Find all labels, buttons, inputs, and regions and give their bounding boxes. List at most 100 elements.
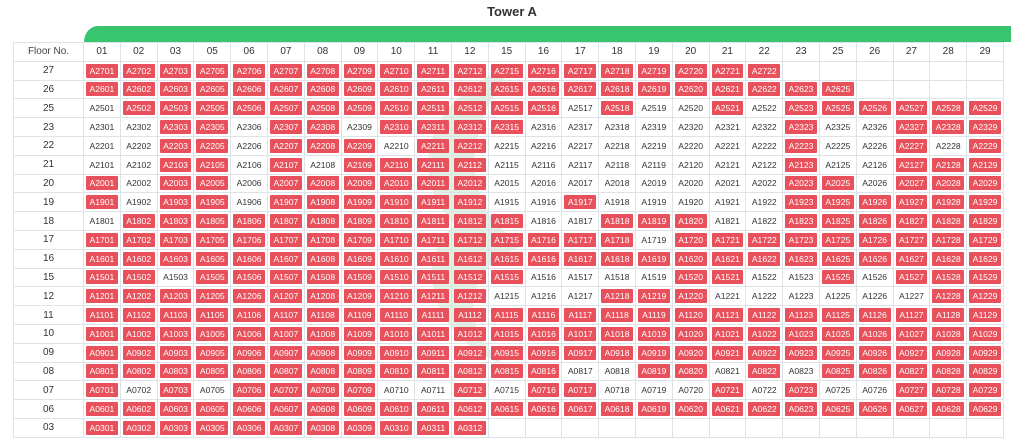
unit-sold[interactable]: A1710	[380, 232, 413, 247]
unit-cell[interactable]: A0616	[524, 399, 563, 419]
unit-cell[interactable]: A2119	[634, 154, 673, 175]
unit-sold[interactable]: A2619	[637, 82, 670, 97]
unit-cell[interactable]: A0811	[414, 361, 452, 382]
unit-cell[interactable]: A0818	[598, 361, 636, 382]
unit-sold[interactable]: A2329	[969, 120, 1001, 135]
unit-available[interactable]: A0710	[383, 385, 409, 396]
unit-cell[interactable]: A2717	[561, 60, 600, 81]
unit-cell[interactable]: A0805	[193, 361, 232, 382]
unit-cell[interactable]: A2008	[303, 173, 342, 194]
unit-cell[interactable]: A1916	[524, 192, 563, 213]
unit-cell[interactable]: A1726	[855, 229, 894, 250]
unit-cell[interactable]: A0923	[782, 342, 820, 363]
unit-cell[interactable]: A0826	[855, 361, 894, 382]
unit-cell[interactable]: A0302	[119, 417, 158, 438]
unit-available[interactable]: A1503	[163, 272, 188, 283]
unit-cell[interactable]: A2028	[929, 173, 968, 194]
unit-sold[interactable]: A0601	[86, 402, 118, 417]
unit-sold[interactable]: A0615	[490, 402, 523, 417]
unit-sold[interactable]: A2516	[527, 101, 560, 116]
unit-available[interactable]: A2122	[751, 159, 777, 170]
unit-sold[interactable]: A0717	[564, 383, 597, 398]
unit-cell[interactable]: A0717	[561, 380, 600, 401]
unit-cell[interactable]: A1603	[156, 248, 195, 269]
unit-cell[interactable]: A1211	[414, 286, 452, 307]
unit-cell[interactable]: A1921	[708, 192, 747, 213]
unit-cell[interactable]: A1815	[487, 211, 526, 231]
unit-cell[interactable]: A1109	[340, 305, 379, 325]
unit-cell[interactable]: A1210	[377, 286, 416, 307]
unit-cell[interactable]: A0821	[708, 361, 747, 382]
unit-available[interactable]: A2320	[678, 122, 704, 133]
unit-sold[interactable]: A2001	[86, 176, 118, 191]
unit-cell[interactable]: A0823	[782, 361, 820, 382]
unit-sold[interactable]: A0723	[785, 383, 817, 398]
unit-cell[interactable]: A2009	[340, 173, 379, 194]
unit-cell[interactable]: A1221	[708, 286, 747, 307]
unit-cell[interactable]: A2701	[83, 60, 121, 81]
unit-available[interactable]: A2317	[567, 122, 593, 133]
unit-cell[interactable]: A0709	[340, 380, 379, 401]
unit-cell[interactable]: A2222	[745, 135, 784, 156]
unit-sold[interactable]: A2323	[785, 120, 817, 135]
unit-sold[interactable]: A1620	[674, 251, 707, 266]
unit-sold[interactable]: A1927	[895, 195, 928, 210]
unit-sold[interactable]: A1610	[380, 251, 413, 266]
unit-cell[interactable]: A0718	[598, 380, 636, 401]
unit-cell[interactable]: A2129	[966, 154, 1004, 175]
unit-sold[interactable]: A0701	[86, 383, 118, 398]
unit-sold[interactable]: A0622	[748, 402, 781, 417]
unit-cell[interactable]: A1526	[855, 267, 894, 288]
unit-cell[interactable]: A1710	[377, 229, 416, 250]
unit-cell[interactable]: A1505	[193, 267, 232, 288]
unit-cell[interactable]: A2716	[524, 60, 563, 81]
unit-cell[interactable]: A2327	[892, 117, 931, 137]
unit-cell[interactable]: A1905	[193, 192, 232, 213]
unit-cell[interactable]: A1703	[156, 229, 195, 250]
unit-sold[interactable]: A1625	[821, 251, 854, 266]
unit-sold[interactable]: A2523	[785, 101, 817, 116]
unit-cell[interactable]: A1023	[782, 323, 820, 344]
unit-available[interactable]: A2206	[236, 140, 262, 151]
unit-cell[interactable]: A2125	[818, 154, 857, 175]
unit-cell[interactable]: A1129	[966, 305, 1004, 325]
unit-cell[interactable]: A1520	[671, 267, 710, 288]
unit-cell[interactable]: A1829	[966, 211, 1004, 231]
unit-available[interactable]: A2201	[89, 140, 115, 151]
unit-cell[interactable]: A1512	[450, 267, 489, 288]
unit-sold[interactable]: A1109	[343, 308, 376, 323]
unit-sold[interactable]: A1026	[858, 326, 891, 341]
unit-cell[interactable]: A2022	[745, 173, 784, 194]
unit-cell[interactable]: A2527	[892, 98, 931, 119]
unit-sold[interactable]: A2705	[196, 63, 229, 78]
unit-cell[interactable]: A2212	[450, 135, 489, 156]
unit-sold[interactable]: A1506	[233, 270, 265, 285]
unit-sold[interactable]: A1928	[932, 195, 965, 210]
unit-sold[interactable]: A0908	[306, 345, 339, 360]
unit-cell[interactable]: A1117	[561, 305, 600, 325]
unit-cell[interactable]: A0827	[892, 361, 931, 382]
unit-sold[interactable]: A0827	[895, 364, 928, 379]
unit-sold[interactable]: A2009	[343, 176, 376, 191]
unit-cell[interactable]: A1926	[855, 192, 894, 213]
unit-cell[interactable]: A2605	[193, 79, 232, 100]
unit-sold[interactable]: A1828	[932, 214, 965, 229]
unit-sold[interactable]: A2518	[601, 101, 633, 116]
unit-cell[interactable]: A1220	[671, 286, 710, 307]
unit-cell[interactable]: A0716	[524, 380, 563, 401]
unit-sold[interactable]: A2508	[306, 101, 339, 116]
unit-sold[interactable]: A1827	[895, 214, 928, 229]
unit-cell[interactable]: A2322	[745, 117, 784, 137]
unit-cell[interactable]: A2223	[782, 135, 820, 156]
unit-cell[interactable]: A2526	[855, 98, 894, 119]
unit-sold[interactable]: A1011	[417, 326, 449, 341]
unit-sold[interactable]: A1615	[490, 251, 523, 266]
unit-available[interactable]: A0722	[751, 385, 777, 396]
unit-sold[interactable]: A2308	[306, 120, 339, 135]
unit-cell[interactable]: A0720	[671, 380, 710, 401]
unit-available[interactable]: A2219	[641, 140, 667, 151]
unit-cell[interactable]: A2721	[708, 60, 747, 81]
unit-sold[interactable]: A1728	[932, 232, 965, 247]
unit-available[interactable]: A0821	[715, 366, 740, 377]
unit-sold[interactable]: A2303	[159, 120, 192, 135]
